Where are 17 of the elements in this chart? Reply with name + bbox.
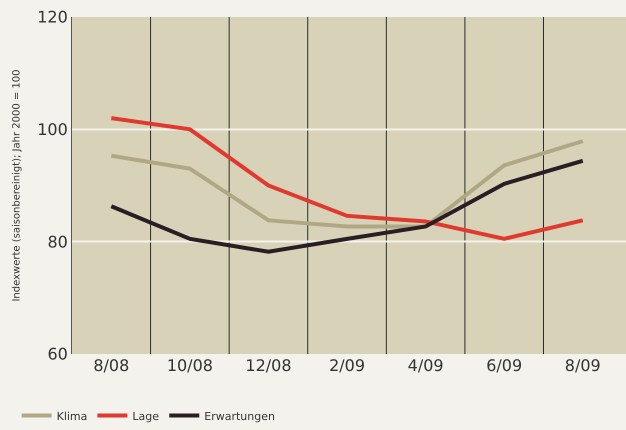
- line-series: [109, 139, 585, 228]
- y-tick-label: 100: [37, 120, 68, 139]
- x-tick-label: 2/09: [329, 356, 366, 375]
- x-tick-label: 8/09: [564, 356, 601, 375]
- y-tick-label: 60: [47, 344, 68, 364]
- legend-label: Klima: [56, 410, 88, 423]
- y-tick-label: 120: [37, 8, 68, 27]
- x-tick-label: 4/09: [408, 356, 444, 375]
- x-tick-label: 8/08: [93, 356, 130, 375]
- y-tick-label: 80: [47, 232, 68, 252]
- x-tick-label: 6/09: [486, 356, 522, 375]
- legend-label: Lage: [132, 410, 160, 423]
- line-series: [109, 116, 585, 241]
- y-axis-title: Indexwerte (saisonbereinigt); Jahr 2000 = 100: [11, 69, 22, 302]
- x-tick-label: 10/08: [166, 356, 213, 375]
- legend-label: Erwartungen: [204, 410, 275, 423]
- x-tick-label: 12/08: [245, 356, 292, 375]
